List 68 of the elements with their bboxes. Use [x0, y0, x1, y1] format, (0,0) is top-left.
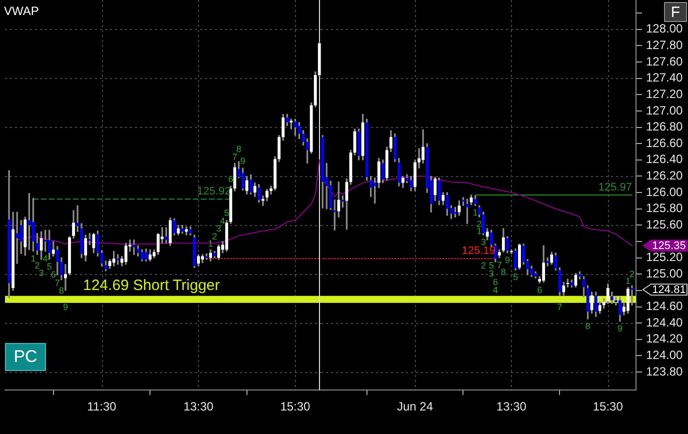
x-tick-label: 11:30	[87, 400, 117, 414]
annotation: 1	[476, 226, 482, 236]
annotation: 7	[232, 152, 238, 162]
annotation: 2	[629, 269, 634, 280]
y-tick-label: 127.00	[646, 103, 684, 118]
y-tick-label: 126.20	[646, 168, 684, 183]
annotation: 8	[500, 267, 506, 278]
x-tick-label: 13:30	[183, 400, 214, 414]
y-tick-label: 125.00	[646, 266, 684, 280]
annotation: 3	[480, 236, 486, 247]
x-tick-label: 13:30	[496, 400, 527, 414]
y-tick-label: 124.40	[646, 315, 684, 330]
annotation: 4	[220, 216, 226, 226]
annotation: 7	[557, 302, 562, 312]
y-tick-label: 127.40	[646, 70, 684, 85]
annotation: 8	[585, 321, 590, 332]
annotation: 5	[488, 260, 494, 271]
annotation: 1	[625, 276, 630, 286]
y-tick-label: 125.20	[646, 250, 684, 264]
annotation: 6	[492, 276, 498, 287]
x-tick-label: 15:30	[280, 400, 311, 414]
y-tick-label: 126.40	[646, 152, 684, 166]
annotation: 9	[504, 254, 510, 265]
y-tick-label: 124.60	[646, 299, 684, 314]
text-button: F	[664, 2, 687, 22]
annotation: 9	[62, 302, 68, 312]
annotation: 4	[492, 284, 498, 295]
text-button: PC	[5, 343, 46, 371]
x-tick-label: 15:30	[592, 400, 624, 414]
x-tick-label: Jun 24	[397, 400, 434, 414]
annotation: 5	[224, 208, 230, 218]
annotation: 2	[212, 231, 218, 242]
y-tick-label: 128.00	[646, 22, 684, 36]
annotation: 3	[38, 268, 44, 278]
y-tick-label: 127.20	[646, 86, 684, 101]
annotation: 8	[236, 144, 242, 154]
annotation: 3	[488, 268, 494, 279]
annotation: 1	[30, 253, 36, 264]
annotation: 6	[50, 270, 56, 280]
ref-line-label: 124.69 Short Trigger	[83, 277, 220, 294]
series-label: 125.97	[598, 182, 632, 194]
annotation: 5	[46, 261, 52, 272]
text: 124.81	[652, 284, 686, 296]
annotation: 7	[54, 278, 60, 288]
y-tick-label: 127.60	[646, 54, 684, 68]
annotation: 2	[480, 260, 486, 271]
annotation: 6	[228, 174, 234, 184]
data-label: 125.35	[652, 240, 686, 252]
y-tick-label: 124.20	[646, 332, 684, 346]
y-tick-label: 126.60	[646, 136, 684, 150]
chart-title: VWAP	[4, 4, 39, 18]
annotation: 9	[240, 156, 246, 166]
annotation: 9	[617, 323, 622, 334]
y-tick-label: 127.80	[646, 38, 684, 52]
annotation: 2	[34, 260, 40, 271]
y-tick-label: 126.00	[646, 184, 684, 199]
annotation: 7	[496, 260, 502, 270]
y-tick-label: 123.80	[646, 364, 684, 378]
annotation: 3	[216, 223, 222, 234]
annotation: 5	[512, 272, 518, 282]
annotation: 4	[42, 253, 48, 264]
y-tick-label: 125.80	[646, 201, 684, 216]
y-tick-label: 126.80	[646, 120, 684, 134]
y-tick-label: 124.00	[646, 348, 684, 362]
annotation: 8	[58, 285, 64, 296]
annotation: 1	[472, 208, 478, 218]
annotation: 6	[537, 285, 542, 296]
y-tick-label: 125.60	[646, 218, 684, 232]
